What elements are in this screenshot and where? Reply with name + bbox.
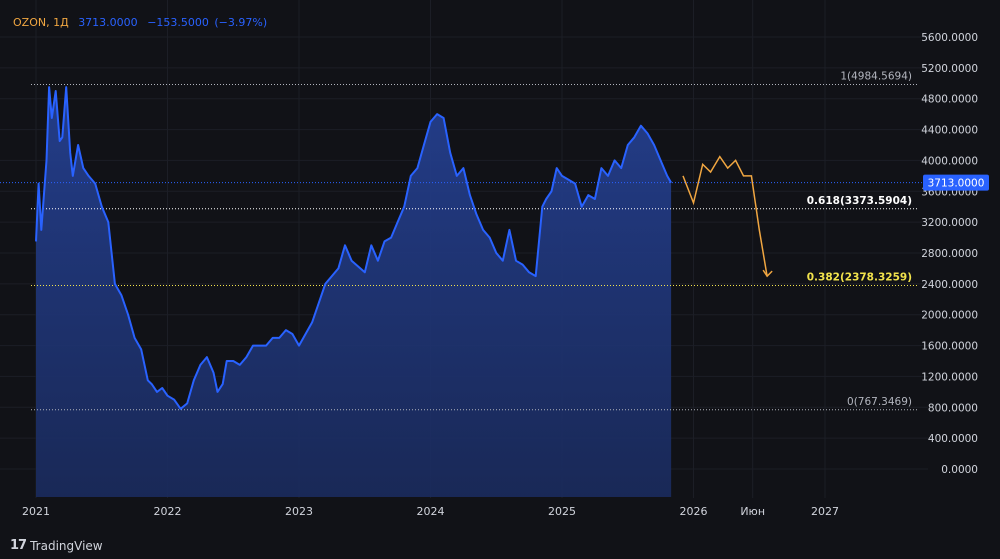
fib-level-label: 0.618(3373.5904)	[807, 195, 912, 207]
fib-level-label: 0(767.3469)	[847, 396, 912, 408]
tradingview-brand: TradingView	[30, 538, 103, 553]
price-line[interactable]	[35, 86, 672, 410]
y-tick-label: 4800.0000	[921, 94, 978, 106]
symbol-header[interactable]: OZON, 1Д 3713.0000 −153.5000 (−3.97%)	[13, 16, 268, 29]
price-change-percent: (−3.97%)	[214, 16, 268, 29]
x-tick-label: 2023	[285, 505, 313, 518]
last-price: 3713.0000	[78, 16, 138, 29]
forecast-arrowhead	[762, 269, 773, 278]
tradingview-logo[interactable]: 17 TradingView	[10, 538, 103, 553]
price-change: −153.5000	[147, 16, 209, 29]
y-tick-label: 400.0000	[928, 433, 978, 445]
y-tick-label: 2800.0000	[921, 248, 978, 260]
y-tick-label: 5600.0000	[921, 32, 978, 44]
y-tick-label: 3200.0000	[921, 217, 978, 229]
y-tick-label: 800.0000	[928, 402, 978, 414]
x-tick-label: 2022	[154, 505, 182, 518]
fib-level-label: 1(4984.5694)	[840, 70, 912, 82]
x-tick-label: 2024	[417, 505, 445, 518]
x-axis[interactable]: 2021 2022 2023 2024 2025 2026 Июн 2027	[22, 505, 839, 518]
y-tick-label: 0.0000	[941, 464, 978, 476]
price-area	[36, 87, 672, 497]
y-tick-label: 4400.0000	[921, 125, 978, 137]
last-price-tag	[923, 174, 989, 191]
y-tick-label: 2400.0000	[921, 279, 978, 291]
y-tick-label: 1600.0000	[921, 341, 978, 353]
area-fill	[36, 87, 672, 497]
x-tick-label: 2025	[548, 505, 576, 518]
y-tick-label: 1200.0000	[921, 371, 978, 383]
last-price-tag-label: 3713.0000	[928, 178, 985, 190]
price-lines	[0, 86, 928, 410]
forecast-line[interactable]	[682, 155, 768, 277]
tradingview-icon: 17	[10, 538, 27, 553]
y-axis[interactable]: 5600.0000 5200.0000 4800.0000 4400.0000 4000…	[921, 32, 989, 476]
fibonacci-levels[interactable]: 1(4984.5694) 0.618(3373.5904) 0.382(2378.3…	[31, 70, 918, 411]
y-tick-label: 4000.0000	[921, 155, 978, 167]
fib-level-label: 0.382(2378.3259)	[807, 272, 912, 284]
interval-label[interactable]: 1Д	[53, 16, 69, 29]
x-tick-label: 2026	[680, 505, 708, 518]
x-tick-label: 2027	[811, 505, 839, 518]
x-tick-label: Июн	[740, 505, 765, 518]
y-tick-label: 5200.0000	[921, 63, 978, 75]
y-tick-label: 2000.0000	[921, 310, 978, 322]
symbol-name[interactable]: OZON	[13, 16, 47, 29]
x-tick-label: 2021	[22, 505, 50, 518]
